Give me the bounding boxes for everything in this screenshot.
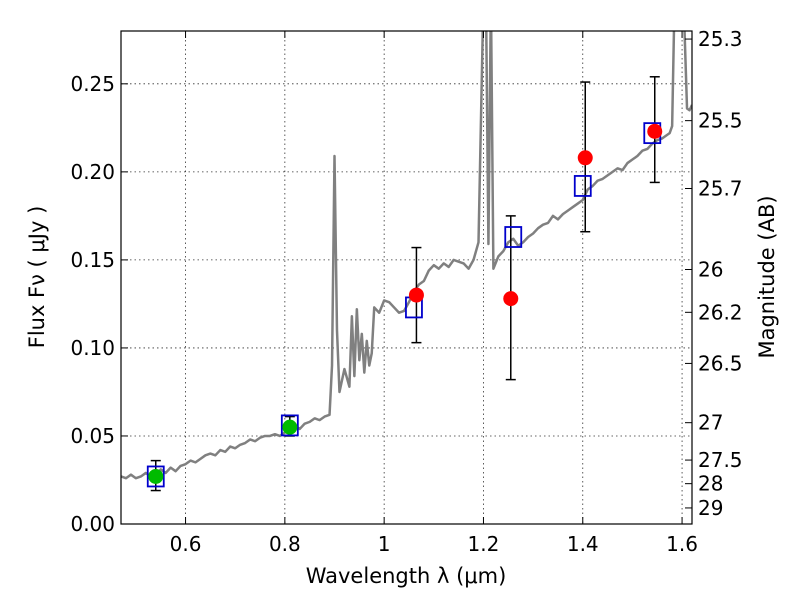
x-tick-label: 1.4	[567, 532, 599, 556]
mag-tick-label: 27.5	[698, 448, 743, 472]
mag-tick-label: 25.7	[698, 177, 743, 201]
y-tick-label: 0.15	[70, 248, 115, 272]
mag-tick-label: 29	[698, 496, 723, 520]
y-tick-label: 0.10	[70, 336, 115, 360]
mag-tick-label: 26	[698, 257, 723, 281]
x-tick-label: 1.6	[666, 532, 698, 556]
nir-data-point	[503, 291, 519, 307]
nir-data-point	[577, 150, 593, 166]
x-tick-label: 0.8	[269, 532, 301, 556]
ticks-layer: 0.6 0.8 1 1.2 1.4 1.6 0.00 0.05 0.10 0.15 0.20 0.25…	[70, 27, 742, 556]
optical-data-point	[148, 468, 164, 484]
y2-axis-title: Magnitude (AB)	[755, 195, 779, 358]
x-axis-title: Wavelength λ (μm)	[306, 564, 507, 588]
mag-tick-label: 28	[698, 472, 723, 496]
mag-tick-label: 27	[698, 411, 723, 435]
mag-tick-label: 26.2	[698, 300, 743, 324]
model-spectrum-layer	[121, 31, 692, 480]
x-tick-label: 1.2	[468, 532, 500, 556]
y-tick-label: 0.25	[70, 72, 115, 96]
mag-tick-label: 25.3	[698, 27, 743, 51]
model-photometry-marker	[504, 226, 523, 248]
nir-data-point	[647, 123, 663, 139]
model-photometry-marker	[573, 175, 592, 197]
y-tick-label: 0.00	[70, 512, 115, 536]
grid	[121, 31, 692, 525]
y-tick-label: 0.20	[70, 160, 115, 184]
y-axis-title: Flux Fν ( μJy )	[25, 206, 49, 349]
model-photometry-marker	[146, 465, 165, 488]
nir-data-point	[408, 287, 424, 303]
model-spectrum-line	[121, 31, 692, 480]
model-photometry-marker	[280, 414, 299, 437]
x-tick-label: 1	[378, 532, 391, 556]
x-tick-label: 0.6	[170, 532, 202, 556]
optical-data-point	[282, 419, 298, 435]
points-layer	[146, 76, 663, 492]
plot-frame	[120, 30, 693, 525]
y-tick-label: 0.05	[70, 424, 115, 448]
mag-tick-label: 26.5	[698, 351, 743, 375]
mag-tick-label: 25.5	[698, 109, 743, 133]
